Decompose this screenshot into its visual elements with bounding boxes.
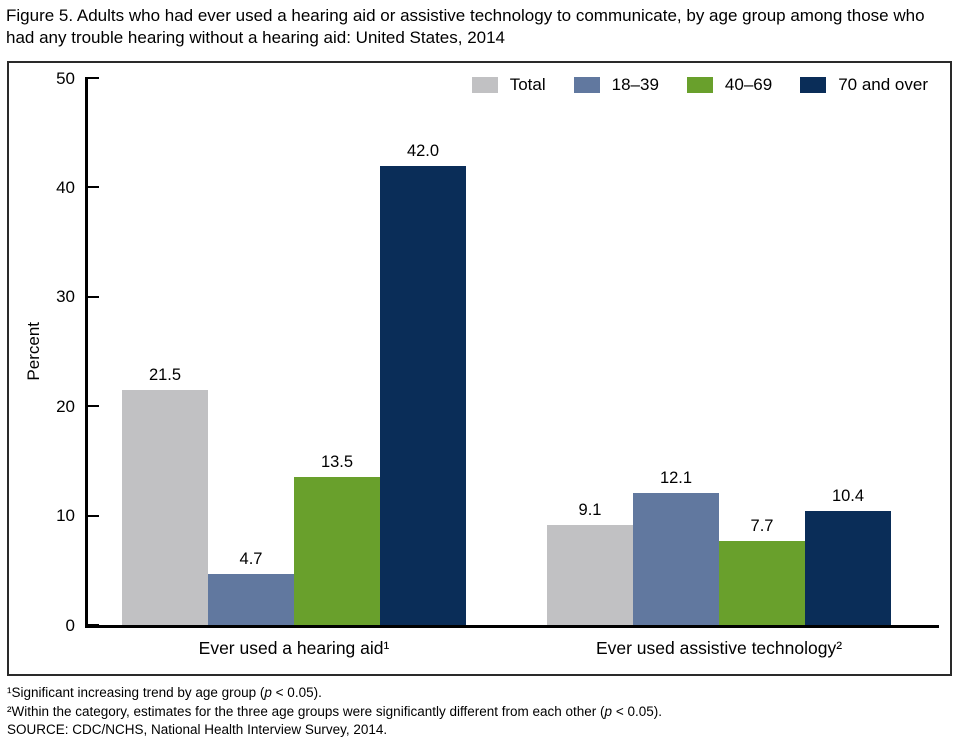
chart-legend: Total 18–39 40–69 70 and over [471,75,928,95]
bar-value-label: 7.7 [750,516,774,535]
footnote-2-text: ²Within the category, estimates for the … [7,703,605,719]
y-axis-tick-0 [88,624,99,626]
legend-swatch-icon [471,77,498,93]
y-axis-tick-label-0: 0 [65,615,75,635]
footnote-source: SOURCE: CDC/NCHS, National Health Interv… [7,721,952,740]
y-axis-tick-label-50: 50 [56,68,75,88]
x-category-label-2: Ever used assistive technology² [595,638,843,658]
y-axis-tick-label-10: 10 [56,506,75,526]
y-axis-tick-label-40: 40 [56,177,75,197]
legend-item-70-and-over: 70 and over [800,75,928,95]
bar-total-group2 [547,525,633,625]
legend-label: 40–69 [724,75,773,94]
y-axis-tick-30 [88,295,99,298]
bar-value-label: 13.5 [320,453,354,472]
legend-label: 70 and over [838,75,928,94]
y-axis-title: Percent [23,78,45,625]
footnote-1-pvalue: p [264,685,272,700]
figure-title: Figure 5. Adults who had ever used a hea… [6,6,925,47]
y-axis-tick-40 [88,186,99,189]
footnote-1-text: ¹Significant increasing trend by age gro… [7,685,265,700]
legend-swatch-icon [800,77,827,93]
bar-value-label: 21.5 [148,365,182,384]
x-axis-line [85,625,939,628]
footnote-2: ²Within the category, estimates for the … [7,703,952,722]
bar-value-label: 9.1 [578,501,602,520]
y-axis-line [85,77,88,628]
legend-label: 18–39 [611,75,659,94]
legend-swatch-icon [686,77,713,93]
footnote-1-text-end: < 0.05). [271,685,322,700]
bar-value-label: 4.7 [239,549,263,568]
y-axis-title-text: Percent [24,322,43,381]
x-category-label-1: Ever used a hearing aid¹ [198,638,390,658]
bar-70-and-over-group2 [805,511,891,625]
chart-frame: Percent 0 10 20 30 40 50 21.5 4.7 13.5 42.0 Ever u… [7,61,952,676]
footnote-2-text-end: < 0.05). [612,703,662,719]
bar-value-label: 42.0 [406,141,440,160]
y-axis-tick-label-20: 20 [56,396,75,416]
bar-total-group1 [122,389,208,625]
legend-label: Total [509,75,546,94]
footnote-2-pvalue: p [604,703,613,719]
legend-item-40–69: 40–69 [686,75,773,95]
legend-item-total: Total [471,75,546,95]
y-axis-tick-label-30: 30 [56,287,75,307]
footnote-1: ¹Significant increasing trend by age gro… [7,684,952,703]
y-axis-tick-10 [88,514,99,517]
y-axis-tick-20 [88,405,99,408]
bar-18–39-group1 [208,573,294,625]
bar-40–69-group2 [719,540,805,625]
bar-value-label: 12.1 [659,468,693,487]
legend-item-18–39: 18–39 [573,75,659,95]
bar-value-label: 10.4 [831,487,865,506]
bar-chart-plot-area: Percent 0 10 20 30 40 50 21.5 4.7 13.5 42.0 Ever u… [9,63,950,674]
footnotes-block: ¹Significant increasing trend by age gro… [7,684,952,740]
y-axis-tick-50 [88,77,99,79]
legend-swatch-icon [573,77,600,93]
bar-40–69-group1 [294,477,380,625]
footnote-source-text: SOURCE: CDC/NCHS, National Health Interv… [7,722,388,737]
bar-18–39-group2 [633,492,719,625]
bar-70-and-over-group1 [380,165,466,625]
